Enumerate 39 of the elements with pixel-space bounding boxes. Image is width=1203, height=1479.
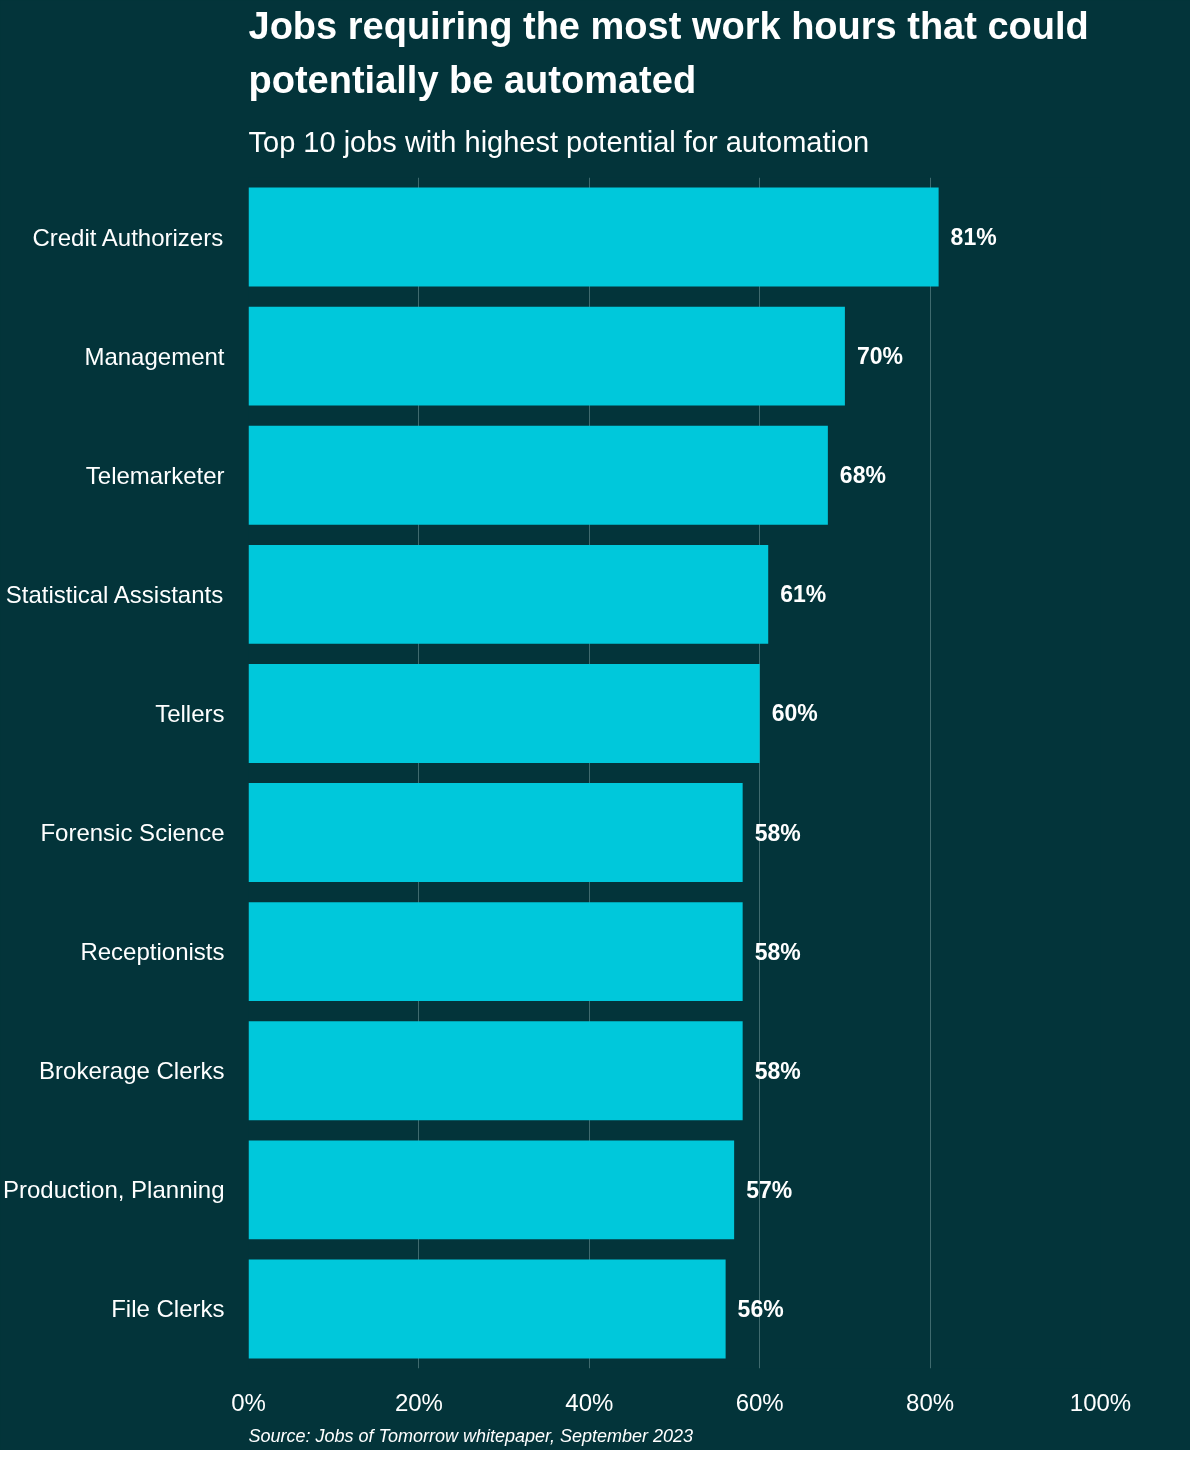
data-label: 81% — [950, 224, 997, 251]
bar — [248, 664, 760, 763]
data-label: 56% — [737, 1295, 784, 1322]
data-label: 68% — [839, 462, 886, 489]
y-tick-label: Receptionists — [80, 938, 225, 966]
bar — [248, 1259, 726, 1359]
y-tick-label: File Clerks — [111, 1295, 225, 1323]
data-label: 58% — [754, 1057, 801, 1084]
bar — [248, 187, 939, 287]
y-tick-label: Statistical Assistants — [5, 580, 224, 608]
chart-subtitle: Top 10 jobs with highest potential for automation — [248, 125, 870, 158]
y-tick-label: Management — [84, 342, 225, 370]
data-label: 58% — [754, 938, 801, 965]
bar — [248, 544, 769, 644]
y-tick-label: Forensic Science — [40, 819, 225, 847]
x-tick-label: 20% — [394, 1388, 443, 1416]
data-label: 57% — [746, 1176, 793, 1203]
data-label: 58% — [754, 819, 801, 846]
x-tick-label: 60% — [735, 1388, 784, 1416]
y-tick-label: Telemarketer — [85, 461, 225, 489]
x-tick-label: 0% — [231, 1388, 266, 1416]
data-label: 70% — [856, 343, 903, 370]
bar — [248, 783, 743, 882]
bar — [248, 1021, 743, 1121]
bar — [248, 425, 828, 525]
bar — [248, 1140, 735, 1240]
bar — [248, 902, 743, 1002]
y-tick-label: Production, Planning — [3, 1176, 225, 1204]
chart-title: Jobs requiring the most work hours that could potentially be automated — [248, 4, 1089, 102]
y-tick-label: Brokerage Clerks — [39, 1057, 225, 1085]
data-label: 60% — [771, 700, 818, 727]
x-tick-label: 40% — [565, 1388, 614, 1416]
x-tick-label: 100% — [1069, 1388, 1132, 1416]
data-label: 61% — [780, 581, 827, 608]
x-tick-label: 80% — [906, 1388, 955, 1416]
source-note: Source: Jobs of Tomorrow whitepaper, September 2023 — [248, 1425, 694, 1446]
y-tick-label: Credit Authorizers — [32, 223, 224, 251]
y-tick-label: Tellers — [155, 699, 225, 727]
bar — [248, 306, 845, 406]
